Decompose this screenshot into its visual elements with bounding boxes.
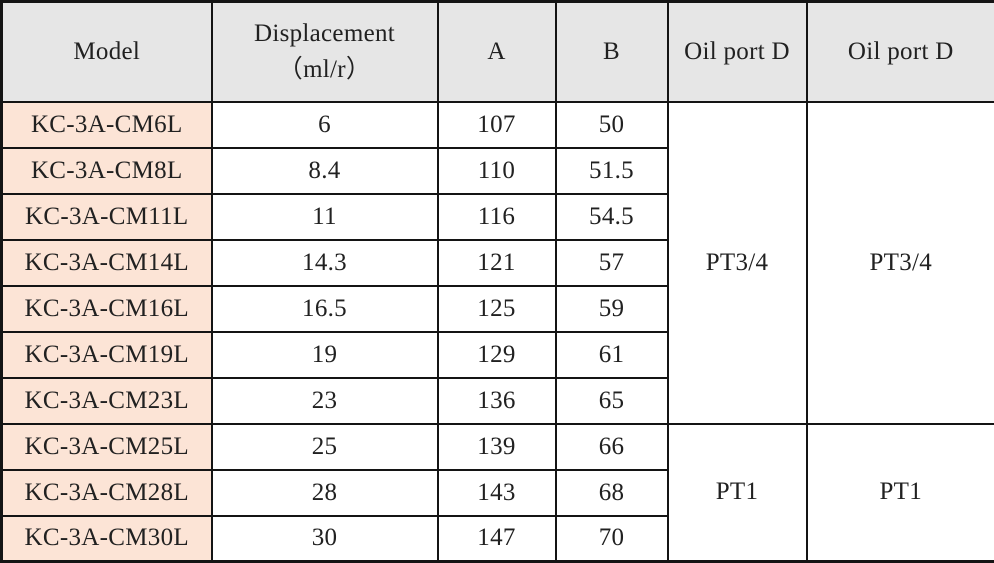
a-cell: 147 (436, 514, 557, 563)
header-displacement: Displacement （ml/r） (210, 0, 439, 103)
a-cell: 125 (436, 284, 557, 333)
table-row: KC-3A-CM6L 6 107 50 PT3/4 PT3/4 (0, 100, 994, 425)
table-row: KC-3A-CM28L 28 143 68 (0, 468, 994, 517)
model-cell: KC-3A-CM14L (0, 238, 213, 287)
b-cell: 70 (554, 514, 669, 563)
model-cell: KC-3A-CM23L (0, 376, 213, 425)
oil-port-cell-pt1-1: PT1 (666, 422, 808, 563)
model-cell: KC-3A-CM19L (0, 330, 213, 379)
model-cell: KC-3A-CM30L (0, 514, 213, 563)
a-cell: 116 (436, 192, 557, 241)
header-oil-port-d2: Oil port D (805, 0, 994, 103)
header-displacement-line2: （ml/r） (277, 55, 372, 83)
a-cell: 136 (436, 376, 557, 425)
a-cell: 129 (436, 330, 557, 379)
model-cell: KC-3A-CM16L (0, 284, 213, 333)
b-cell: 65 (554, 376, 669, 425)
model-cell: KC-3A-CM28L (0, 468, 213, 517)
oil-port-cell-pt1-2: PT1 (805, 422, 994, 563)
displacement-cell: 6 (210, 100, 439, 149)
displacement-cell: 8.4 (210, 146, 439, 195)
table-row: KC-3A-CM25L 25 139 66 PT1 PT1 (0, 422, 994, 563)
oil-port-cell-pt34-1: PT3/4 (666, 100, 808, 425)
table-row: KC-3A-CM8L 8.4 110 51.5 (0, 146, 994, 195)
displacement-cell: 16.5 (210, 284, 439, 333)
model-cell: KC-3A-CM25L (0, 422, 213, 471)
displacement-cell: 28 (210, 468, 439, 517)
a-cell: 110 (436, 146, 557, 195)
table-row: KC-3A-CM30L 30 147 70 (0, 514, 994, 563)
a-cell: 107 (436, 100, 557, 149)
b-cell: 57 (554, 238, 669, 287)
model-cell: KC-3A-CM6L (0, 100, 213, 149)
b-cell: 66 (554, 422, 669, 471)
table-row: KC-3A-CM14L 14.3 121 57 (0, 238, 994, 287)
table-row: KC-3A-CM11L 11 116 54.5 (0, 192, 994, 241)
displacement-cell: 11 (210, 192, 439, 241)
b-cell: 59 (554, 284, 669, 333)
header-oil-port-d1: Oil port D (666, 0, 808, 103)
displacement-cell: 19 (210, 330, 439, 379)
oil-port-cell-pt34-2: PT3/4 (805, 100, 994, 425)
header-row: Model Displacement （ml/r） A B Oil port D… (0, 0, 994, 103)
displacement-cell: 30 (210, 514, 439, 563)
b-cell: 54.5 (554, 192, 669, 241)
b-cell: 61 (554, 330, 669, 379)
model-cell: KC-3A-CM8L (0, 146, 213, 195)
displacement-cell: 25 (210, 422, 439, 471)
b-cell: 51.5 (554, 146, 669, 195)
header-displacement-line1: Displacement (253, 19, 396, 47)
a-cell: 121 (436, 238, 557, 287)
header-model: Model (0, 0, 213, 103)
displacement-cell: 23 (210, 376, 439, 425)
table-row: KC-3A-CM16L 16.5 125 59 (0, 284, 994, 333)
b-cell: 50 (554, 100, 669, 149)
table-row: KC-3A-CM19L 19 129 61 (0, 330, 994, 379)
model-cell: KC-3A-CM11L (0, 192, 213, 241)
table-row: KC-3A-CM23L 23 136 65 (0, 376, 994, 425)
b-cell: 68 (554, 468, 669, 517)
a-cell: 139 (436, 422, 557, 471)
header-b: B (554, 0, 669, 103)
a-cell: 143 (436, 468, 557, 517)
displacement-cell: 14.3 (210, 238, 439, 287)
header-a: A (436, 0, 557, 103)
